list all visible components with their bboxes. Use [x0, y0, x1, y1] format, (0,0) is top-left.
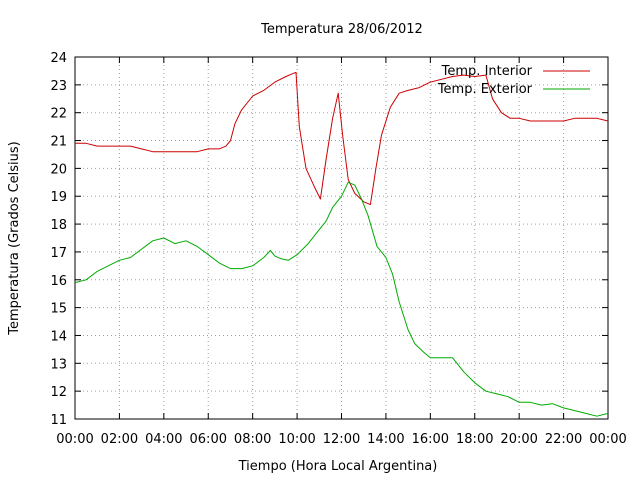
x-tick-label: 02:00 [101, 432, 138, 447]
chart-title: Temperatura 28/06/2012 [260, 22, 423, 37]
legend-label-interior: Temp. Interior [441, 64, 533, 79]
x-tick-label: 06:00 [190, 432, 227, 447]
y-tick-label: 13 [50, 357, 67, 372]
x-tick-label: 20:00 [500, 432, 537, 447]
y-tick-label: 16 [50, 274, 67, 289]
y-tick-label: 21 [50, 135, 67, 150]
y-tick-label: 24 [50, 51, 67, 66]
x-axis-label: Tiempo (Hora Local Argentina) [238, 459, 438, 474]
x-tick-label: 22:00 [545, 432, 582, 447]
x-tick-label: 18:00 [456, 432, 493, 447]
series-line-exterior [74, 181, 609, 417]
series-lines [74, 71, 609, 417]
x-tick-label: 08:00 [234, 432, 271, 447]
axis-ticks [74, 56, 609, 420]
x-tick-label: 12:00 [323, 432, 360, 447]
x-tick-label: 00:00 [589, 432, 626, 447]
y-tick-label: 14 [50, 329, 67, 344]
y-tick-label: 22 [50, 107, 67, 122]
y-tick-label: 15 [50, 302, 67, 317]
legend: Temp. Interior Temp. Exterior [437, 64, 590, 97]
y-axis-label: Temperatura (Grados Celsius) [7, 141, 22, 335]
legend-label-exterior: Temp. Exterior [437, 82, 533, 97]
grid-lines [75, 57, 608, 419]
series-line-interior [75, 71, 609, 206]
y-tick-label: 19 [50, 190, 67, 205]
x-tick-label: 00:00 [56, 432, 93, 447]
y-tick-label: 17 [50, 246, 67, 261]
y-tick-label: 18 [50, 218, 67, 233]
y-tick-label: 12 [50, 385, 67, 400]
tick-labels: 11 12 13 14 15 16 17 18 19 20 21 22 23 24 00:00 02:00 04… [50, 51, 626, 447]
x-tick-label: 14:00 [367, 432, 404, 447]
y-tick-label: 20 [50, 162, 67, 177]
y-tick-label: 23 [50, 79, 67, 94]
x-tick-label: 04:00 [145, 432, 182, 447]
y-tick-label: 11 [50, 413, 67, 428]
x-tick-label: 16:00 [412, 432, 449, 447]
x-tick-label: 10:00 [278, 432, 315, 447]
